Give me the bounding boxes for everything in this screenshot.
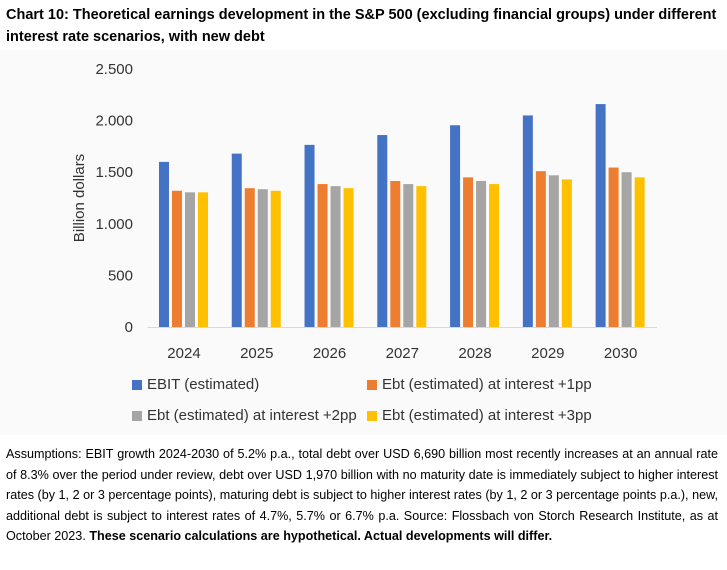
x-tick-label: 2026 <box>313 345 346 362</box>
bar-2030-series-2 <box>621 172 632 327</box>
bar-2026-series-3 <box>343 188 354 327</box>
chart-title: Chart 10: Theoretical earnings developme… <box>6 7 717 45</box>
x-tick-label: 2028 <box>458 345 491 362</box>
legend-item-ebt-3pp: Ebt (estimated) at interest +3pp <box>367 407 592 424</box>
y-tick-label: 0 <box>125 319 133 336</box>
bar-2027-series-2 <box>403 184 414 327</box>
x-tick-label: 2029 <box>531 345 564 362</box>
bar-2025-series-2 <box>257 189 268 327</box>
bar-2028-series-0 <box>450 125 461 327</box>
x-tick-label: 2024 <box>167 345 200 362</box>
legend-label: Ebt (estimated) at interest +2pp <box>147 407 357 424</box>
bar-2024-series-3 <box>197 192 208 327</box>
bar-2024-series-2 <box>184 192 195 327</box>
legend-swatch <box>367 410 377 421</box>
bar-2024-series-1 <box>171 190 182 327</box>
legend-label: Ebt (estimated) at interest +1pp <box>382 376 592 393</box>
bar-2030-series-0 <box>595 104 606 327</box>
bar-2027-series-3 <box>416 186 427 327</box>
legend-swatch <box>132 410 142 421</box>
y-tick-label: 1.000 <box>95 216 133 233</box>
footnote: Assumptions: EBIT growth 2024-2030 of 5.… <box>6 444 718 547</box>
bar-2029-series-3 <box>561 179 572 327</box>
bar-2026-series-1 <box>317 184 328 327</box>
x-tick-label: 2030 <box>604 345 637 362</box>
footnote-disclaimer: These scenario calculations are hypothet… <box>89 529 553 543</box>
y-tick-label: 500 <box>108 267 133 284</box>
bar-2030-series-3 <box>634 177 645 327</box>
bar-2025-series-3 <box>270 190 281 327</box>
bar-2029-series-1 <box>535 171 546 327</box>
x-tick-label: 2027 <box>386 345 419 362</box>
bar-2026-series-2 <box>330 186 341 327</box>
chart-area: 0 500 1.000 1.500 2.000 2.500 Billion dollars 2… <box>0 50 727 435</box>
bar-2029-series-2 <box>548 175 559 327</box>
footnote-text: Assumptions: EBIT growth 2024-2030 of 5.… <box>6 447 718 543</box>
bar-2025-series-0 <box>231 153 242 327</box>
bar-2030-series-1 <box>608 167 619 327</box>
y-tick-label: 2.500 <box>95 61 133 78</box>
x-tick-label: 2025 <box>240 345 273 362</box>
bar-2028-series-2 <box>476 180 487 327</box>
y-tick-label: 1.500 <box>95 164 133 181</box>
bar-2024-series-0 <box>158 161 169 327</box>
y-axis-label: Billion dollars <box>71 154 88 242</box>
bar-2026-series-0 <box>304 144 315 327</box>
bar-2028-series-1 <box>463 177 474 327</box>
bar-2027-series-1 <box>390 180 401 327</box>
bar-2029-series-0 <box>522 115 533 327</box>
bar-2027-series-0 <box>377 135 388 327</box>
legend-label: Ebt (estimated) at interest +3pp <box>382 407 592 424</box>
legend-item-ebt-2pp: Ebt (estimated) at interest +2pp <box>132 407 357 424</box>
bar-chart: 0 500 1.000 1.500 2.000 2.500 Billion dollars 2… <box>71 61 657 362</box>
legend-swatch <box>132 379 142 390</box>
y-tick-label: 2.000 <box>95 113 133 130</box>
legend-item-ebt-1pp: Ebt (estimated) at interest +1pp <box>367 376 592 393</box>
legend-swatch <box>367 379 377 390</box>
bar-2025-series-1 <box>244 188 255 327</box>
legend-item-ebit: EBIT (estimated) <box>132 376 259 393</box>
bar-2028-series-3 <box>489 184 500 327</box>
legend-label: EBIT (estimated) <box>147 376 260 393</box>
